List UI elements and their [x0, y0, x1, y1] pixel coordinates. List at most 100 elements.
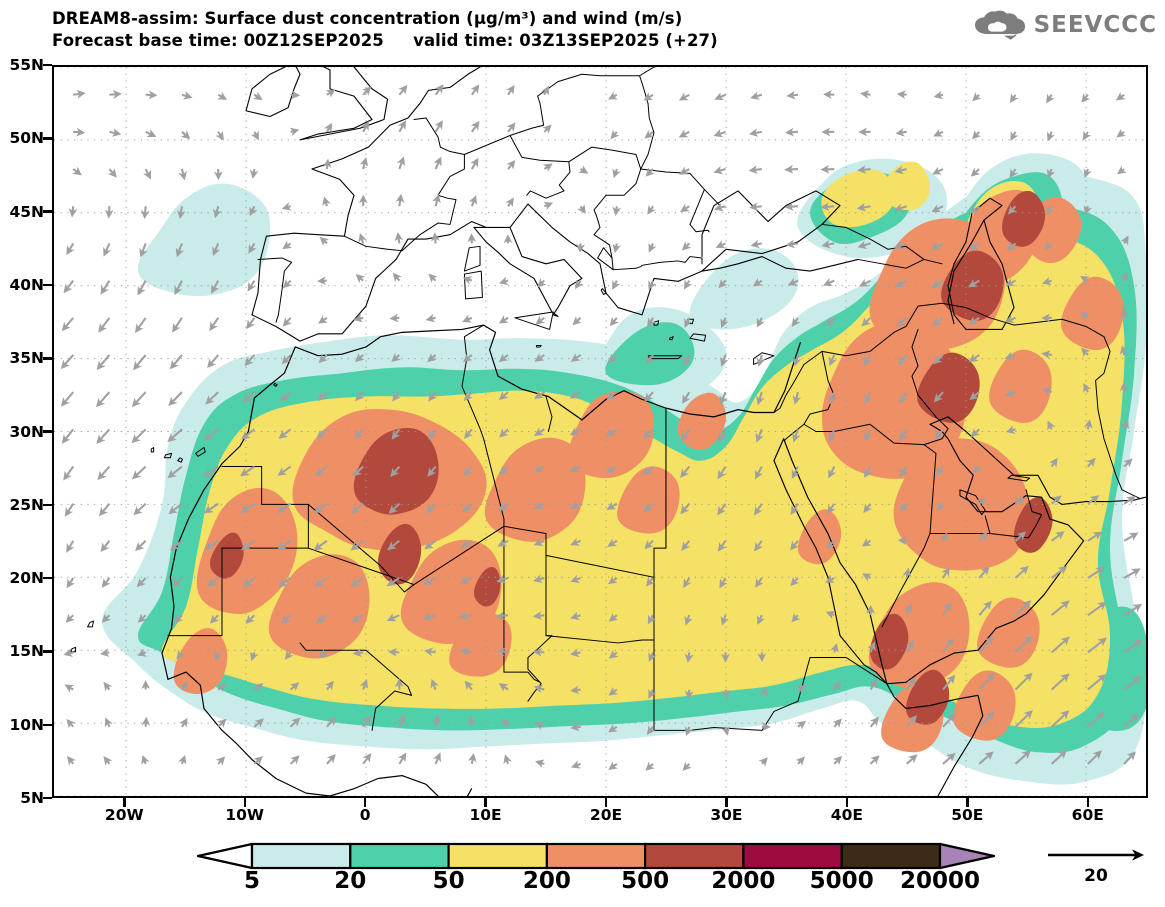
wind-vector-arrow: [978, 566, 990, 579]
wind-vector-arrow: [972, 464, 982, 474]
wind-vector-arrow: [533, 684, 545, 694]
wind-vector-arrow: [754, 540, 763, 552]
wind-vector-arrow: [858, 278, 871, 287]
logo-text: SEEVCCC: [1033, 12, 1157, 38]
wind-vector-arrow: [684, 317, 693, 328]
wind-vector-arrow: [73, 89, 86, 99]
wind-vector-arrow: [570, 574, 581, 583]
y-tick-mark: [43, 283, 52, 287]
wind-vector-arrow: [572, 316, 582, 326]
y-tick-mark: [43, 210, 52, 213]
wind-vector-arrow: [970, 428, 980, 438]
wind-vector-arrow: [350, 539, 364, 551]
wind-vector-arrow: [756, 391, 765, 406]
wind-vector-arrow: [648, 242, 657, 253]
wind-vector-arrow: [683, 577, 692, 589]
wind-vector-arrow: [350, 577, 364, 587]
wind-vector-arrow: [1014, 600, 1032, 616]
wind-vector-arrow: [395, 193, 405, 207]
wind-vector-arrow: [827, 503, 836, 515]
wind-vector-arrow: [506, 84, 515, 96]
wind-vector-arrow: [65, 613, 75, 623]
wind-vector-arrow: [242, 577, 256, 588]
wind-vector-arrow: [318, 353, 328, 363]
wind-vector-arrow: [607, 353, 618, 363]
wind-vector-arrow: [276, 502, 292, 514]
wind-vector-arrow: [137, 280, 147, 296]
political-border: [784, 423, 805, 441]
wind-vector-arrow: [1009, 93, 1019, 104]
wind-vector-arrow: [318, 648, 329, 657]
wind-vector-arrow: [825, 539, 836, 549]
wind-vector-arrow: [280, 391, 292, 402]
wind-vector-arrow: [896, 317, 908, 327]
colorbar: 5 20 50 200 500 2000 5000 20000: [196, 842, 996, 902]
wind-vector-arrow: [750, 239, 763, 249]
wind-vector-arrow: [247, 280, 256, 292]
wind-vector-arrow: [1123, 751, 1136, 765]
wind-vector-arrow: [103, 681, 113, 692]
dust-contour-200: [989, 349, 1052, 423]
wind-vector-arrow: [646, 725, 656, 735]
wind-vector-arrow: [643, 502, 654, 513]
wind-vector-arrow: [569, 390, 582, 399]
wind-vector-arrow: [463, 391, 473, 402]
wind-vector-arrow: [718, 278, 728, 289]
wind-vector-arrow: [895, 279, 908, 288]
wind-vector-arrow: [496, 647, 509, 657]
wind-vector-arrow: [820, 202, 835, 212]
y-tick-mark: [43, 357, 52, 360]
wind-vector-arrow: [253, 718, 264, 728]
wind-scale-key: 20: [1040, 846, 1152, 892]
wind-vector-arrow: [612, 168, 621, 179]
wind-vector-arrow: [1080, 311, 1091, 321]
y-tick-label: 15N: [9, 642, 44, 661]
wind-vector-arrow: [864, 465, 873, 478]
wind-vector-arrow: [178, 754, 187, 765]
island-coastline: [1007, 474, 1031, 482]
coastline-somalia: [886, 683, 984, 796]
political-border: [545, 395, 553, 432]
political-border: [923, 444, 937, 535]
y-tick-mark: [43, 63, 52, 67]
wind-vector-arrow: [648, 280, 657, 290]
wind-vector-arrow: [249, 205, 258, 217]
wind-vector-arrow: [680, 503, 691, 515]
wind-vector-arrow: [470, 157, 479, 170]
wind-vector-arrow: [64, 684, 75, 693]
wind-vector-arrow: [389, 313, 400, 323]
wind-vector-arrow: [497, 538, 509, 547]
wind-vector-arrow: [830, 643, 839, 653]
wind-vector-arrow: [97, 465, 111, 481]
wind-vector-arrow: [464, 680, 474, 691]
wind-vector-arrow: [145, 129, 157, 138]
wind-vector-arrow: [244, 354, 256, 367]
wind-vector-arrow: [569, 464, 582, 473]
coastline-west-europe: [251, 67, 481, 316]
wind-vector-arrow: [608, 761, 618, 770]
wind-vector-arrow: [608, 649, 619, 659]
wind-vector-arrow: [978, 751, 994, 765]
wind-vector-arrow: [894, 165, 907, 175]
wind-vector-arrow: [66, 540, 75, 553]
wind-vector-arrow: [543, 201, 554, 211]
colorbar-segment: [545, 842, 647, 870]
wind-vector-arrow: [825, 610, 836, 620]
wind-vector-arrow: [867, 641, 876, 653]
wind-vector-arrow: [278, 577, 292, 588]
y-tick-label: 30N: [9, 422, 44, 441]
wind-vector-arrow: [795, 756, 805, 766]
wind-vector-arrow: [792, 391, 802, 405]
wind-vector-arrow: [167, 465, 183, 479]
seevccc-logo: SEEVCCC: [973, 10, 1157, 40]
wind-vector-arrow: [496, 574, 509, 584]
wind-vector-arrow: [784, 164, 799, 174]
wind-vector-arrow: [864, 428, 873, 442]
wind-vector-arrow: [759, 686, 769, 696]
wind-vector-arrow: [135, 540, 147, 552]
wind-vector-arrow: [645, 354, 655, 365]
coastline-black-sea: [701, 190, 841, 272]
wind-vector-arrow: [933, 391, 944, 403]
wind-vector-arrow: [313, 539, 328, 551]
wind-vector-arrow: [1081, 347, 1091, 358]
